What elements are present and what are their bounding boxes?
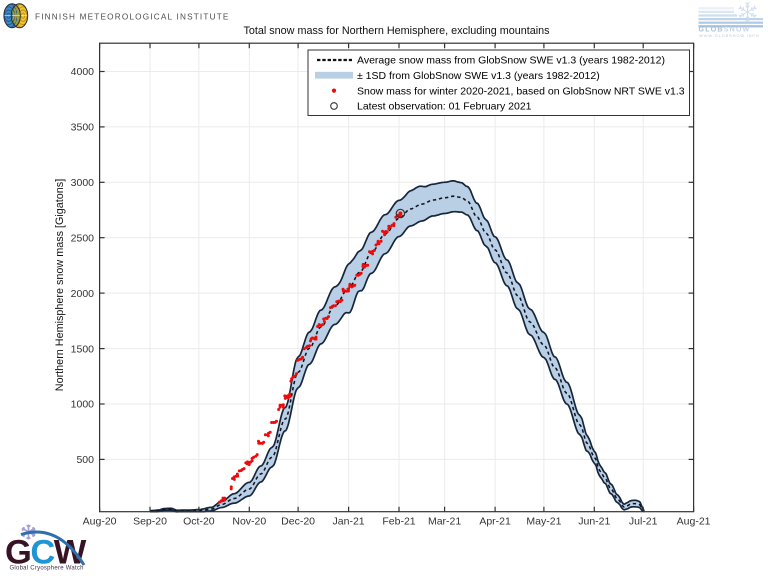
- svg-text:Jun-21: Jun-21: [578, 516, 610, 528]
- svg-text:2000: 2000: [71, 288, 95, 300]
- svg-text:Global Cryosphere Watch: Global Cryosphere Watch: [10, 565, 84, 571]
- svg-text:WWW.GLOBSNOW.INFO: WWW.GLOBSNOW.INFO: [699, 33, 760, 38]
- svg-text:Jan-21: Jan-21: [333, 516, 365, 528]
- svg-text:Jul-21: Jul-21: [629, 516, 658, 528]
- svg-text:1500: 1500: [71, 343, 95, 355]
- svg-text:Northern Hemisphere snow mass: Northern Hemisphere snow mass [Gigatons]: [54, 179, 66, 391]
- svg-text:3500: 3500: [71, 122, 95, 134]
- svg-text:Oct-20: Oct-20: [183, 516, 215, 528]
- svg-text:Snow mass for winter 2020-2021: Snow mass for winter 2020-2021, based on…: [357, 85, 685, 97]
- svg-text:May-21: May-21: [526, 516, 561, 528]
- svg-text:3000: 3000: [71, 177, 95, 189]
- svg-text:Mar-21: Mar-21: [428, 516, 461, 528]
- svg-text:Latest observation: 01 Februar: Latest observation: 01 February 2021: [357, 101, 532, 113]
- svg-text:± 1SD from GlobSnow SWE v1.3 (: ± 1SD from GlobSnow SWE v1.3 (years 1982…: [357, 70, 600, 82]
- svg-text:Apr-21: Apr-21: [479, 516, 511, 528]
- svg-text:Average snow mass from GlobSno: Average snow mass from GlobSnow SWE v1.3…: [357, 55, 665, 67]
- svg-text:FINNISH METEOROLOGICAL INSTITU: FINNISH METEOROLOGICAL INSTITUTE: [35, 13, 230, 22]
- svg-text:Dec-20: Dec-20: [281, 516, 315, 528]
- svg-text:Feb-21: Feb-21: [382, 516, 415, 528]
- svg-text:4000: 4000: [71, 66, 95, 78]
- svg-text:2500: 2500: [71, 232, 95, 244]
- svg-text:1000: 1000: [71, 399, 95, 411]
- svg-text:Total snow mass for Northern H: Total snow mass for Northern Hemisphere,…: [243, 25, 550, 37]
- svg-text:GLOBSNOW: GLOBSNOW: [699, 27, 751, 34]
- svg-text:Aug-20: Aug-20: [83, 516, 117, 528]
- svg-text:Aug-21: Aug-21: [677, 516, 711, 528]
- svg-text:Nov-20: Nov-20: [232, 516, 266, 528]
- svg-text:Sep-20: Sep-20: [133, 516, 167, 528]
- svg-text:500: 500: [76, 454, 94, 466]
